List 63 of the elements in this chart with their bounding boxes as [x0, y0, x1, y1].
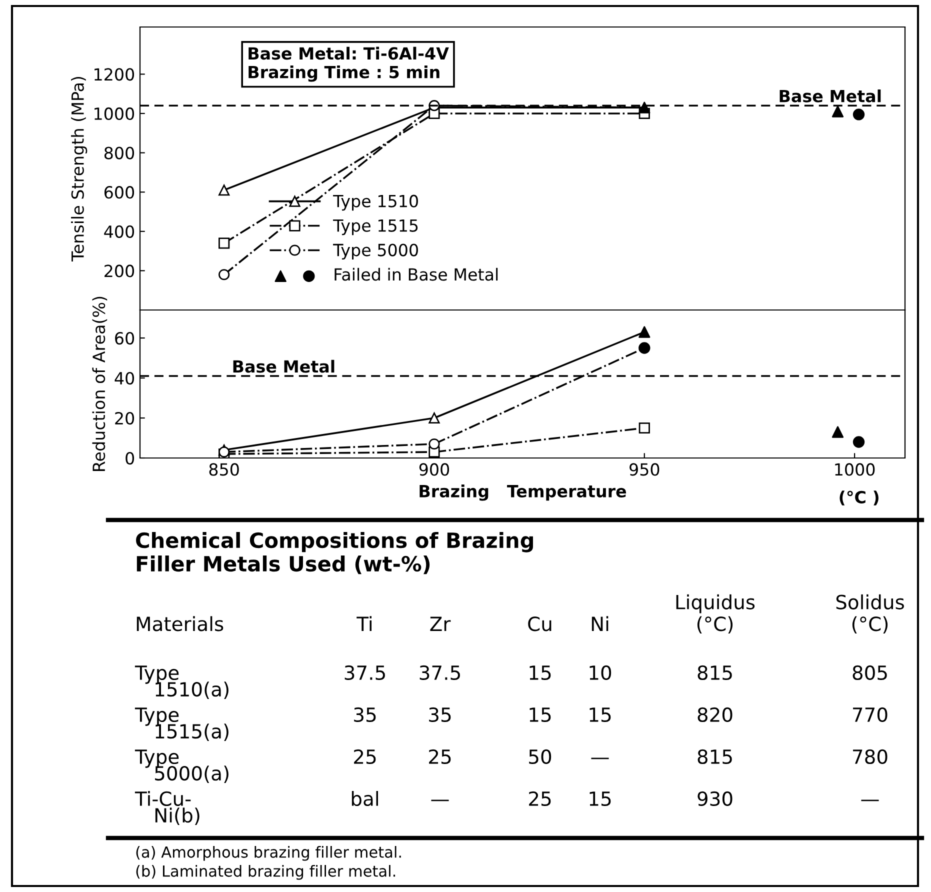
- text: bal: [352, 791, 378, 806]
- y-axis-title: Reduction of Area(%): [92, 296, 108, 471]
- text: 50: [529, 749, 552, 764]
- x-axis-title: Brazing Temperature: [420, 484, 626, 501]
- y-tick-label: 800: [104, 146, 134, 160]
- y-tick-label: 1200: [94, 68, 134, 81]
- text: 25: [429, 749, 451, 764]
- category-label: Cu: [528, 616, 552, 632]
- category-label: Liquidus (°C): [676, 594, 755, 634]
- y-tick-label: 1000: [94, 107, 134, 120]
- legend-label: Type 5000: [333, 244, 418, 260]
- category-label: Type 1510(a): [134, 666, 228, 699]
- x-tick-label: 950: [630, 463, 660, 476]
- y-tick-label: 20: [115, 412, 134, 425]
- y-tick-label: 200: [104, 264, 134, 278]
- text: 15: [530, 666, 551, 680]
- category-label: Ni: [592, 616, 608, 631]
- text: 815: [698, 665, 732, 680]
- text: (b) Laminated brazing filler metal.: [136, 865, 396, 880]
- y-tick-label: 40: [114, 372, 134, 385]
- text: 780: [853, 749, 888, 764]
- text: —: [861, 800, 879, 802]
- legend-label: Failed in Base Metal: [334, 268, 498, 281]
- y-tick-label: 0: [126, 452, 134, 465]
- text: 820: [698, 707, 732, 722]
- category-label: Materials: [136, 616, 224, 632]
- text: 15: [530, 708, 551, 722]
- legend-label: Type 1515: [333, 219, 418, 236]
- text: 10: [590, 665, 612, 680]
- ref-line-label: Base Metal: [233, 360, 334, 373]
- category-label: Solidus (°C): [836, 594, 904, 634]
- text: 37.5: [420, 665, 460, 680]
- text: 770: [853, 707, 888, 722]
- text: (°C ): [840, 490, 878, 506]
- annotation: Base Metal: Ti-6Al-4V Brazing Time : 5 min: [248, 46, 449, 82]
- ref-line-label: Base Metal: [780, 89, 881, 102]
- y-tick-label: 400: [104, 225, 134, 238]
- y-tick-label: 60: [115, 332, 134, 345]
- text: 37.5: [344, 665, 385, 680]
- text: (a) Amorphous brazing filler metal.: [136, 846, 401, 861]
- x-tick-label: 900: [419, 463, 450, 476]
- text: 35: [354, 707, 376, 722]
- category-label: Ti: [356, 616, 372, 631]
- text: Chemical Compositions of Brazing Filler Metals Used (wt-%): [136, 532, 533, 574]
- y-axis-title: Tensile Strength (MPa): [71, 76, 88, 262]
- category-label: Type 5000(a): [134, 750, 228, 783]
- x-tick-label: 1000: [835, 463, 875, 476]
- text: 805: [852, 665, 887, 680]
- text: 930: [698, 791, 732, 806]
- category-label: Ti-Cu- Ni(b): [134, 791, 200, 825]
- text: 815: [698, 749, 732, 764]
- category-label: Zr: [430, 616, 451, 631]
- y-tick-label: 600: [104, 186, 134, 199]
- text: 25: [354, 749, 376, 764]
- text: 15: [590, 792, 611, 806]
- text: —: [431, 800, 449, 802]
- legend-label: Type 1510: [333, 194, 418, 211]
- text: —: [591, 758, 609, 760]
- x-tick-label: 850: [209, 463, 239, 476]
- text: 15: [590, 708, 611, 722]
- category-label: Type 1515(a): [134, 708, 228, 741]
- text: 35: [429, 707, 451, 722]
- text: 25: [529, 791, 551, 806]
